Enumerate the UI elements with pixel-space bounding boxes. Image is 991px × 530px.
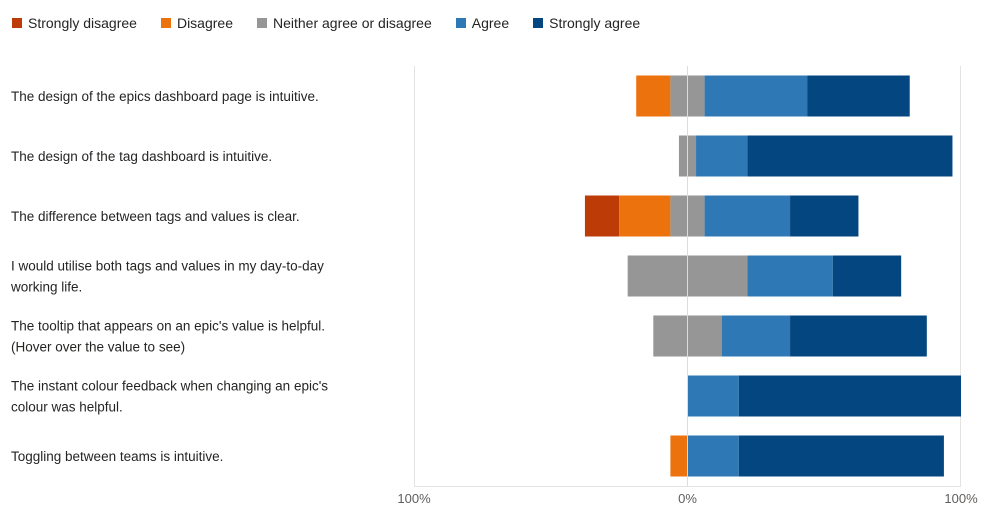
bar-segment-agree xyxy=(704,75,808,117)
bar-segment-agree xyxy=(747,255,833,297)
legend-swatch xyxy=(533,18,544,28)
bar-segment-strongly-agree xyxy=(747,135,953,177)
legend-label: Strongly disagree xyxy=(28,15,137,31)
bar-segment-disagree xyxy=(636,75,671,117)
bar-segment-strongly-agree xyxy=(807,75,910,117)
legend-item-neither[interactable]: Neither agree or disagree xyxy=(256,15,432,31)
category-label: I would utilise both tags and values in … xyxy=(11,259,324,274)
x-tick-label: 100% xyxy=(397,491,431,506)
bar-segment-agree xyxy=(704,195,791,237)
legend-label: Strongly agree xyxy=(549,15,641,31)
legend-item-agree[interactable]: Agree xyxy=(455,15,510,31)
category-label: The instant colour feedback when changin… xyxy=(11,379,328,394)
category-label: The design of the tag dashboard is intui… xyxy=(11,149,272,164)
x-tick-label: 100% xyxy=(944,491,978,506)
bar-segment-strongly-disagree xyxy=(584,195,620,237)
chart-legend: Strongly disagree Disagree Neither agree… xyxy=(12,13,664,33)
category-label: working life. xyxy=(10,280,82,295)
category-label: The design of the epics dashboard page i… xyxy=(11,89,319,104)
legend-swatch xyxy=(12,18,22,28)
legend-swatch xyxy=(160,18,171,28)
bar-segment-agree xyxy=(687,375,739,417)
bar-segment-strongly-agree xyxy=(790,315,927,357)
bar-segment-agree xyxy=(721,315,791,357)
bar-segment-strongly-agree xyxy=(832,255,902,297)
category-label: (Hover over the value to see) xyxy=(11,340,185,355)
legend-swatch xyxy=(256,18,267,28)
legend-item-disagree[interactable]: Disagree xyxy=(160,15,233,31)
category-label: The tooltip that appears on an epic's va… xyxy=(11,319,325,334)
legend-item-strongly-disagree[interactable]: Strongly disagree xyxy=(12,15,137,31)
category-label: The difference between tags and values i… xyxy=(11,209,300,224)
bar-segment-agree xyxy=(696,135,748,177)
bar-segment-disagree xyxy=(619,195,671,237)
legend-label: Neither agree or disagree xyxy=(272,15,432,31)
bar-segment-disagree xyxy=(670,435,688,477)
bar-segment-strongly-agree xyxy=(738,435,944,477)
legend-swatch xyxy=(455,18,466,28)
legend-label: Agree xyxy=(471,15,510,31)
bar-segment-strongly-agree xyxy=(738,375,961,417)
category-label: colour was helpful. xyxy=(11,400,123,415)
legend-label: Disagree xyxy=(176,15,233,31)
category-label: Toggling between teams is intuitive. xyxy=(11,449,223,464)
bar-segment-strongly-agree xyxy=(790,195,859,237)
legend-item-strongly-agree[interactable]: Strongly agree xyxy=(533,15,640,31)
x-tick-label: 0% xyxy=(678,491,697,506)
bar-segment-agree xyxy=(687,435,739,477)
